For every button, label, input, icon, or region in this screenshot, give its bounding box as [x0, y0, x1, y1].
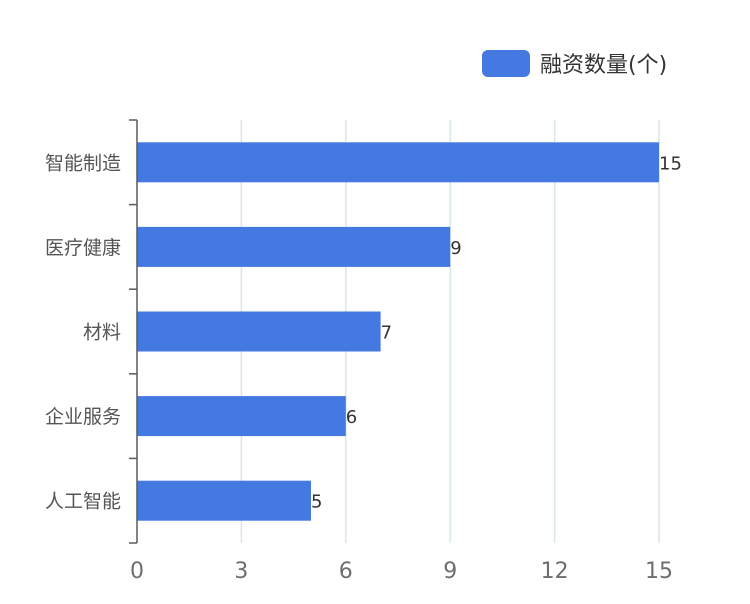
category-label: 企业服务 — [45, 406, 121, 428]
category-label: 人工智能 — [45, 491, 121, 513]
x-tick-label: 0 — [130, 559, 144, 584]
legend[interactable]: 融资数量(个) — [482, 50, 667, 78]
bar-value-label: 9 — [450, 238, 461, 259]
x-tick-label: 3 — [234, 559, 248, 584]
x-tick-label: 6 — [339, 559, 353, 584]
bar[interactable] — [137, 311, 381, 352]
bar-value-label: 7 — [381, 323, 392, 344]
bars — [137, 142, 659, 521]
bar[interactable] — [137, 480, 311, 521]
bar[interactable] — [137, 226, 451, 267]
axes: 0 3 6 9 12 15 — [129, 119, 673, 584]
legend-swatch[interactable] — [482, 50, 530, 77]
labels: 15 智能制造 9 医疗健康 7 材料 6 企业服务 5 人工智能 — [45, 152, 682, 512]
x-tick-label: 15 — [645, 559, 673, 584]
bar[interactable] — [137, 142, 659, 183]
category-label: 智能制造 — [45, 152, 121, 174]
bar[interactable] — [137, 396, 346, 437]
x-tick-label: 12 — [541, 559, 569, 584]
category-label: 医疗健康 — [45, 237, 121, 259]
bar-value-label: 15 — [659, 153, 682, 174]
legend-label[interactable]: 融资数量(个) — [540, 53, 667, 78]
category-label: 材料 — [83, 322, 121, 344]
bar-value-label: 6 — [346, 407, 357, 428]
grid-lines — [240, 120, 660, 543]
bar-value-label: 5 — [311, 492, 322, 513]
x-tick-label: 9 — [443, 559, 457, 584]
